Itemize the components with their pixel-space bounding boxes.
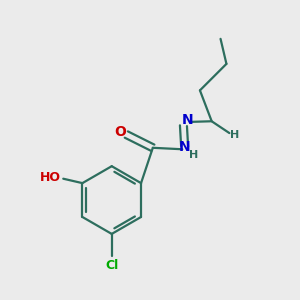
- Text: H: H: [189, 150, 198, 160]
- Text: HO: HO: [40, 171, 61, 184]
- Text: O: O: [114, 125, 126, 139]
- Text: H: H: [230, 130, 239, 140]
- Text: N: N: [179, 140, 190, 154]
- Text: Cl: Cl: [105, 259, 118, 272]
- Text: N: N: [182, 113, 194, 128]
